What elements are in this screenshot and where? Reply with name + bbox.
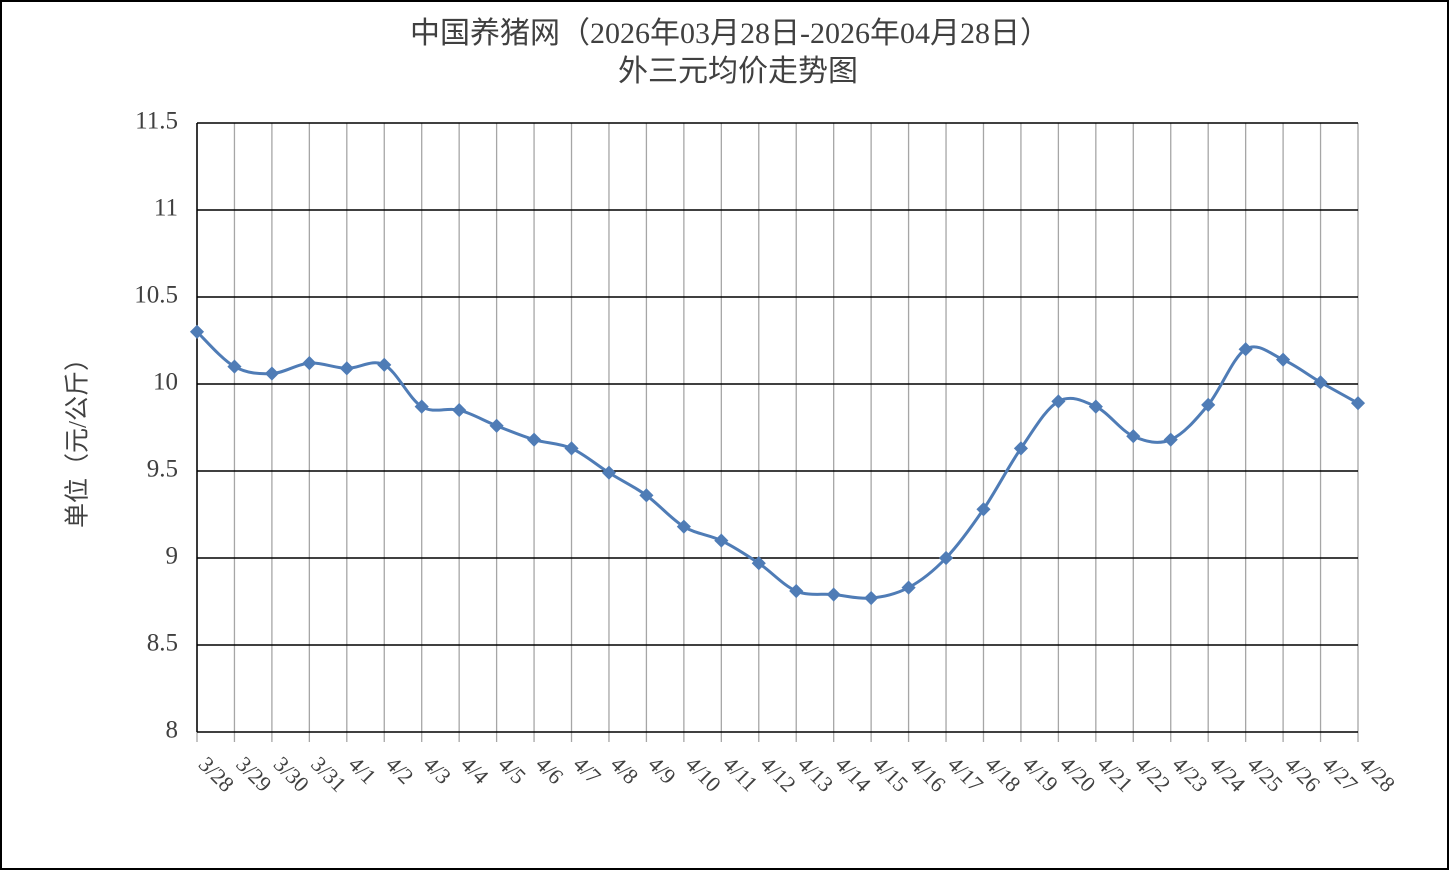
y-tick-label: 8.5 — [147, 630, 178, 657]
y-tick-label: 10 — [153, 369, 178, 396]
data-point — [826, 587, 841, 602]
data-point — [901, 580, 916, 595]
data-point — [639, 488, 654, 503]
data-point — [489, 418, 504, 433]
data-point — [1126, 429, 1141, 444]
data-point — [227, 359, 242, 374]
data-point — [452, 403, 467, 418]
chart-subtitle: 外三元均价走势图 — [618, 55, 858, 88]
data-point — [339, 361, 354, 376]
y-axis-label: 单位（元/公斤） — [64, 346, 92, 528]
y-tick-label: 9 — [166, 543, 179, 570]
data-point — [564, 441, 579, 456]
data-point — [526, 432, 542, 447]
data-point — [789, 583, 804, 599]
data-point — [751, 556, 766, 571]
data-point — [189, 324, 205, 339]
data-point — [1201, 397, 1216, 412]
y-tick-label: 8 — [166, 717, 179, 744]
data-point — [1238, 342, 1253, 357]
chart-title: 中国养猪网（2026年03月28日-2026年04月28日） — [410, 17, 1050, 50]
data-point — [676, 519, 691, 534]
data-point — [1088, 399, 1103, 414]
data-point — [1163, 432, 1178, 447]
data-point — [264, 366, 279, 381]
data-point — [1313, 375, 1328, 390]
data-point — [302, 356, 317, 371]
y-tick-label: 11.5 — [135, 108, 178, 135]
data-point — [377, 357, 392, 372]
data-point — [414, 399, 429, 414]
data-point — [714, 533, 729, 548]
y-tick-label: 10.5 — [134, 282, 178, 309]
data-point — [1276, 352, 1291, 367]
data-point — [976, 502, 991, 517]
y-tick-label: 9.5 — [147, 456, 178, 483]
y-tick-label: 11 — [154, 195, 178, 222]
data-point — [1051, 394, 1066, 409]
data-point — [601, 465, 617, 480]
data-point — [864, 590, 879, 606]
data-point — [938, 550, 954, 566]
data-point — [1350, 396, 1366, 411]
